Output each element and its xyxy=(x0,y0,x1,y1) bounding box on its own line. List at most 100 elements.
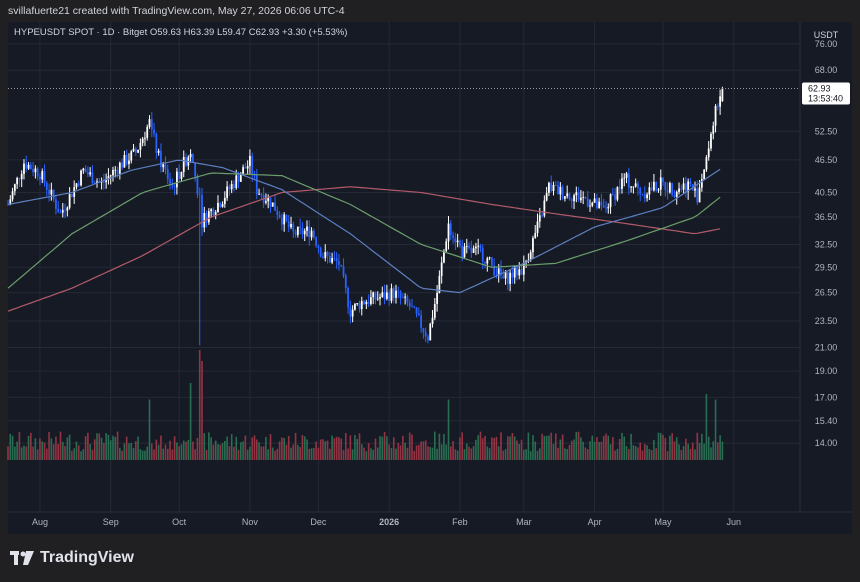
candle-body xyxy=(150,119,153,130)
candle-body xyxy=(650,187,653,191)
volume-bar xyxy=(675,437,678,460)
volume-bar xyxy=(678,444,680,460)
volume-bar xyxy=(388,444,390,460)
candle-body xyxy=(237,175,240,182)
candle-body xyxy=(306,226,308,231)
volume-bar xyxy=(36,449,39,460)
volume-bar xyxy=(573,439,575,460)
candle-body xyxy=(141,138,144,144)
volume-bar xyxy=(541,433,543,460)
candle-body xyxy=(351,309,354,317)
volume-bar xyxy=(132,447,135,460)
volume-bar xyxy=(596,437,598,460)
candle-body xyxy=(233,184,235,189)
candle-body xyxy=(678,188,680,192)
volume-bar xyxy=(276,448,279,460)
volume-bar xyxy=(381,436,384,460)
candle-body xyxy=(258,193,260,195)
candle-body xyxy=(548,182,550,193)
volume-bar xyxy=(185,441,187,460)
candle-body xyxy=(431,317,434,324)
candle-body xyxy=(502,275,505,279)
volume-bar xyxy=(103,442,105,460)
candle-body xyxy=(205,212,208,223)
candle-body xyxy=(374,292,377,300)
volume-bar xyxy=(504,449,507,460)
candle-body xyxy=(516,266,518,276)
candle-body xyxy=(41,171,44,180)
volume-bar xyxy=(495,436,498,460)
candle-body xyxy=(144,137,146,139)
candle-body xyxy=(326,251,329,256)
candle-body xyxy=(404,296,407,298)
y-tick-label: 21.00 xyxy=(815,343,838,353)
candle-body xyxy=(721,88,724,102)
volume-bar xyxy=(680,449,683,460)
candle-body xyxy=(180,172,183,179)
candle-body xyxy=(712,125,715,134)
candle-body xyxy=(698,187,701,203)
volume-bar xyxy=(351,449,354,460)
volume-bar xyxy=(399,445,402,460)
candle-body xyxy=(637,183,639,188)
candle-body xyxy=(696,188,699,203)
candle-body xyxy=(630,186,633,188)
candle-body xyxy=(687,181,690,192)
volume-bar xyxy=(73,448,75,460)
volume-bar xyxy=(114,436,117,460)
volume-bar xyxy=(438,433,441,460)
volume-bar xyxy=(637,447,639,460)
candle-body xyxy=(196,176,199,195)
candle-body xyxy=(146,126,149,138)
volume-bar xyxy=(497,446,500,460)
volume-bar xyxy=(203,433,206,460)
x-tick-label: Mar xyxy=(516,517,532,527)
candle-body xyxy=(710,133,712,149)
candle-body xyxy=(13,184,16,192)
candle-body xyxy=(36,168,39,177)
candle-body xyxy=(128,160,130,165)
volume-bar xyxy=(390,448,393,460)
volume-bar xyxy=(671,433,673,460)
volume-bar xyxy=(502,450,505,460)
volume-bar xyxy=(208,432,210,460)
volume-bar xyxy=(50,438,53,460)
candle-body xyxy=(82,168,85,171)
candle-body xyxy=(534,232,537,238)
volume-bar xyxy=(292,444,295,460)
candle-body xyxy=(454,238,457,243)
volume-bar xyxy=(607,435,610,460)
volume-bar xyxy=(171,449,174,460)
volume-bar xyxy=(146,446,149,460)
volume-bar xyxy=(673,441,676,460)
volume-bar xyxy=(705,394,708,460)
candle-body xyxy=(484,261,486,264)
candle-body xyxy=(303,230,306,235)
volume-bar xyxy=(520,439,523,460)
candle-body xyxy=(214,212,217,216)
volume-bar xyxy=(600,441,603,460)
candle-body xyxy=(401,297,404,299)
volume-bar xyxy=(602,435,605,460)
volume-bar xyxy=(449,446,452,460)
candle-body xyxy=(655,181,658,191)
volume-bar xyxy=(370,448,372,460)
volume-bar xyxy=(18,431,21,460)
volume-bar xyxy=(290,447,292,460)
candle-body xyxy=(504,272,507,279)
volume-bar xyxy=(374,438,377,460)
candle-body xyxy=(86,172,89,175)
volume-bar xyxy=(32,446,34,460)
candle-body xyxy=(34,168,37,173)
candle-body xyxy=(160,150,162,168)
x-tick-label: Nov xyxy=(242,517,259,527)
candle-body xyxy=(338,261,340,265)
candle-body xyxy=(32,169,35,173)
volume-bar xyxy=(383,432,386,460)
candle-body xyxy=(714,106,717,126)
volume-bar xyxy=(363,447,365,460)
candle-body xyxy=(370,297,372,304)
volume-bar xyxy=(605,433,607,460)
y-tick-label: 32.50 xyxy=(815,239,838,249)
